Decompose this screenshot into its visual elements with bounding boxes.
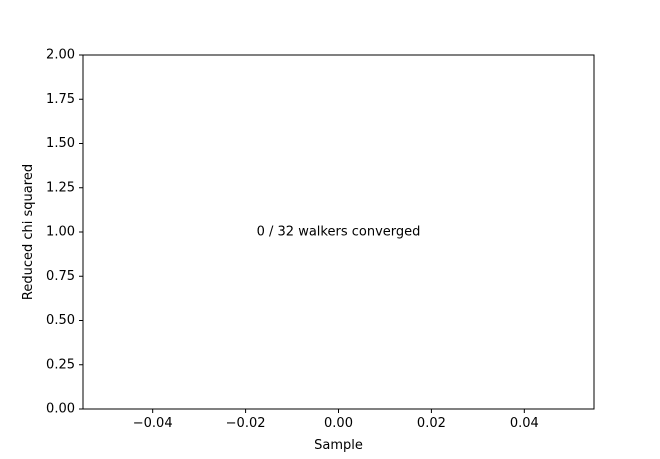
x-tick-label: 0.00 [324,416,353,431]
x-tick-label: 0.02 [417,416,446,431]
x-axis: −0.04 −0.02 0.00 0.02 0.04 [133,409,539,431]
x-tick-label: 0.04 [510,416,539,431]
y-tick-label: 2.00 [46,48,75,63]
y-tick-label: 0.50 [46,313,75,328]
y-axis: 0.00 0.25 0.50 0.75 1.00 1.25 1.50 1.75 2.00 [46,48,83,417]
x-tick-label: −0.02 [226,416,266,431]
plot-frame [82,54,595,410]
y-tick-label: 1.00 [46,225,75,240]
y-tick-label: 1.75 [46,92,75,107]
y-tick-label: 1.25 [46,180,75,195]
x-axis-label: Sample [314,438,363,453]
y-axis-label: Reduced chi squared [21,164,36,300]
x-tick-label: −0.04 [133,416,173,431]
convergence-annotation: 0 / 32 walkers converged [257,225,421,240]
y-tick-label: 0.75 [46,269,75,284]
y-tick-label: 1.50 [46,136,75,151]
y-tick-label: 0.25 [46,357,75,372]
y-tick-label: 0.00 [46,402,75,417]
